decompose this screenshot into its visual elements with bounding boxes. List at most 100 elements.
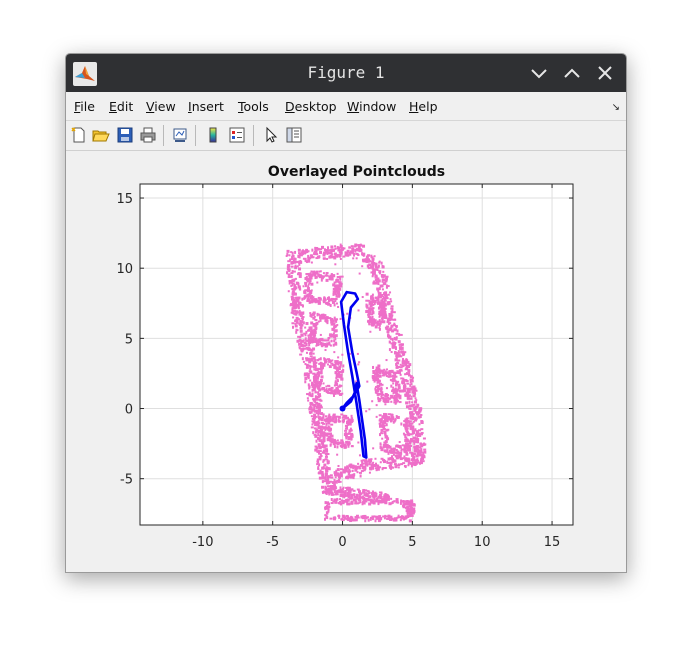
pointcloud-point bbox=[400, 500, 403, 503]
pointcloud-point bbox=[345, 475, 349, 479]
pointcloud-point bbox=[393, 345, 396, 349]
pointcloud-point bbox=[317, 402, 321, 405]
pointcloud-point bbox=[347, 419, 351, 423]
pointcloud-point bbox=[400, 377, 404, 380]
pointcloud-point bbox=[290, 311, 293, 314]
title-bar[interactable]: Figure 1 bbox=[66, 54, 626, 92]
pointcloud-point bbox=[385, 285, 388, 289]
pointcloud-point bbox=[378, 414, 382, 417]
pointcloud-point bbox=[291, 288, 294, 291]
pointcloud-point bbox=[360, 464, 363, 467]
pointcloud-point bbox=[308, 358, 312, 362]
pointcloud-point bbox=[318, 297, 322, 301]
pointcloud-point bbox=[333, 490, 336, 494]
pointcloud-point bbox=[387, 317, 391, 321]
pointcloud-point bbox=[317, 313, 321, 316]
axes-background[interactable] bbox=[140, 184, 573, 525]
pointcloud-point bbox=[339, 444, 342, 447]
pointcloud-point bbox=[313, 331, 317, 334]
x-tick-label: 10 bbox=[474, 535, 491, 550]
pointcloud-point bbox=[327, 477, 330, 481]
pointcloud-point bbox=[327, 249, 331, 252]
pointcloud-point bbox=[409, 416, 413, 420]
menu-help[interactable]: Help bbox=[409, 99, 438, 114]
dock-arrow-icon[interactable]: ↘ bbox=[611, 102, 620, 113]
pointer-icon[interactable] bbox=[262, 126, 280, 144]
pointcloud-point bbox=[405, 422, 408, 426]
pointcloud-point bbox=[400, 449, 403, 452]
pointcloud-point bbox=[346, 312, 349, 315]
pointcloud-point bbox=[358, 490, 362, 494]
toolbar-separator bbox=[163, 125, 164, 146]
pointcloud-point bbox=[420, 420, 424, 424]
pointcloud-point bbox=[366, 310, 369, 313]
pointcloud-point bbox=[354, 243, 358, 247]
menu-tools[interactable]: Tools bbox=[238, 99, 269, 114]
pointcloud-point bbox=[325, 449, 329, 453]
pointcloud-point bbox=[297, 299, 300, 303]
pointcloud-point bbox=[406, 511, 410, 514]
pointcloud-point bbox=[402, 354, 405, 357]
menu-insert[interactable]: Insert bbox=[188, 99, 224, 114]
pointcloud-point bbox=[292, 293, 295, 296]
pointcloud-point bbox=[407, 461, 410, 465]
pointcloud-point bbox=[295, 260, 299, 263]
menu-view[interactable]: View bbox=[146, 99, 176, 114]
print-icon[interactable] bbox=[139, 126, 157, 144]
pointcloud-point bbox=[347, 441, 351, 445]
pointcloud-point bbox=[384, 294, 388, 298]
pointcloud-point bbox=[369, 517, 372, 521]
pointcloud-point bbox=[327, 502, 331, 506]
pointcloud-point bbox=[329, 277, 333, 281]
pointcloud-point bbox=[408, 404, 412, 408]
pointcloud-point bbox=[346, 466, 350, 470]
property-inspector-icon[interactable] bbox=[285, 126, 303, 144]
pointcloud-point bbox=[395, 362, 398, 366]
pointcloud-point bbox=[321, 451, 325, 454]
pointcloud-point bbox=[346, 517, 349, 521]
minimize-button[interactable] bbox=[529, 63, 549, 83]
x-tick-label: 0 bbox=[338, 535, 346, 550]
pointcloud-point bbox=[386, 285, 390, 288]
open-file-icon[interactable] bbox=[92, 126, 110, 144]
pointcloud-point bbox=[372, 447, 375, 450]
pointcloud-point bbox=[395, 398, 399, 401]
pointcloud-point bbox=[386, 460, 389, 464]
pointcloud-point bbox=[315, 415, 318, 418]
pointcloud-point bbox=[363, 459, 367, 462]
pointcloud-point bbox=[331, 328, 334, 331]
pointcloud-point bbox=[384, 304, 387, 307]
pointcloud-point bbox=[305, 339, 309, 342]
link-plot-icon[interactable] bbox=[171, 126, 189, 144]
pointcloud-point bbox=[326, 453, 330, 456]
pointcloud-point bbox=[371, 515, 375, 519]
menu-window[interactable]: Window bbox=[347, 99, 397, 114]
pointcloud-point bbox=[370, 297, 374, 300]
axes-box bbox=[139, 183, 574, 526]
menu-edit[interactable]: Edit bbox=[109, 99, 134, 114]
pointcloud-point bbox=[334, 440, 337, 444]
pointcloud-point bbox=[373, 498, 376, 501]
pointcloud-point bbox=[390, 307, 394, 310]
save-icon[interactable] bbox=[116, 126, 134, 144]
pointcloud-point bbox=[312, 256, 315, 259]
pointcloud-point bbox=[342, 468, 345, 472]
colorbar-icon[interactable] bbox=[204, 126, 222, 144]
pointcloud-point bbox=[296, 265, 299, 268]
pointcloud-point bbox=[321, 425, 324, 429]
pointcloud-point bbox=[349, 490, 352, 494]
pointcloud-point bbox=[390, 324, 394, 328]
pointcloud-point bbox=[387, 333, 390, 337]
pointcloud-point bbox=[313, 329, 317, 332]
pointcloud-point bbox=[392, 311, 396, 314]
maximize-button[interactable] bbox=[562, 63, 582, 83]
pointcloud-point bbox=[330, 476, 334, 479]
pointcloud-point bbox=[384, 315, 388, 319]
menu-desktop[interactable]: Desktop bbox=[285, 99, 337, 114]
legend-icon[interactable] bbox=[228, 126, 246, 144]
pointcloud-point bbox=[333, 281, 337, 284]
close-button[interactable] bbox=[595, 63, 615, 83]
menu-file[interactable]: File bbox=[74, 99, 95, 114]
new-figure-icon[interactable] bbox=[70, 126, 88, 144]
